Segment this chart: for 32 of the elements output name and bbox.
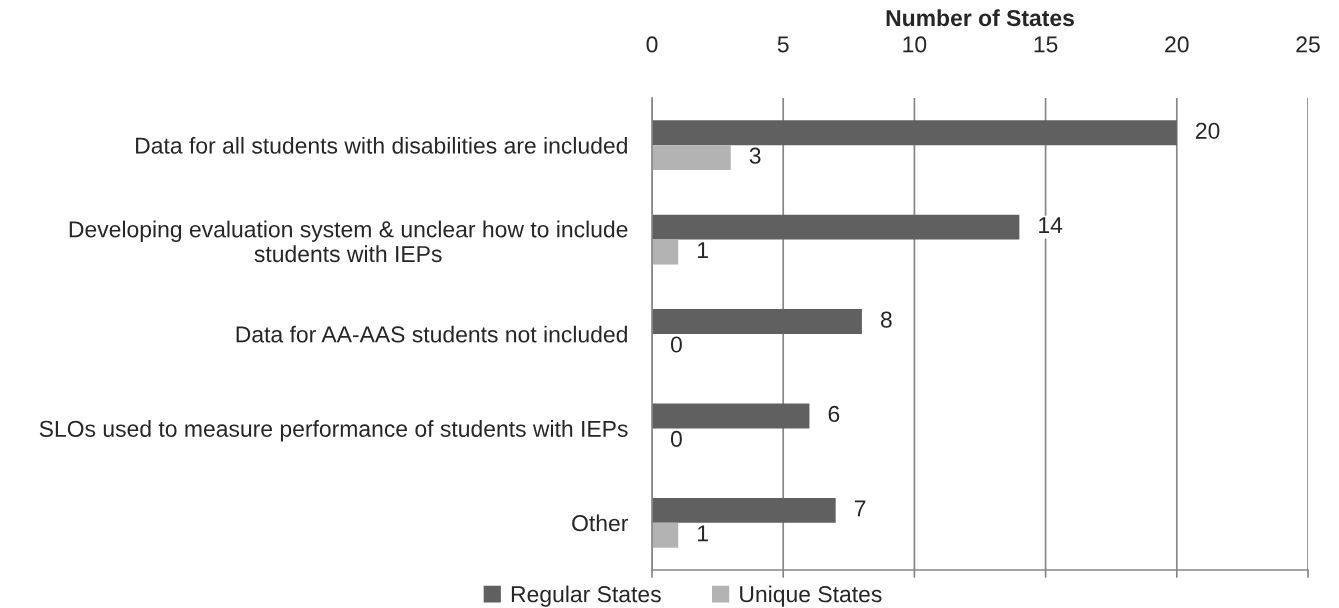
legend-label: Regular States bbox=[511, 585, 661, 607]
y-tick-label: Other bbox=[572, 514, 629, 532]
data-label: 7 bbox=[854, 500, 866, 517]
x-tick-label: 5 bbox=[777, 36, 789, 53]
data-label: 1 bbox=[698, 525, 708, 542]
data-label: 8 bbox=[880, 311, 892, 328]
bar bbox=[652, 120, 1177, 146]
bar bbox=[652, 522, 679, 548]
data-label: 0 bbox=[670, 430, 682, 448]
data-label: 20 bbox=[1196, 122, 1220, 139]
y-tick-label: Developing evaluation system & unclear how to include students with IEPs bbox=[69, 220, 628, 263]
y-tick-label: Data for AA-AAS students not included bbox=[236, 325, 627, 343]
bar bbox=[652, 239, 679, 265]
data-label: 1 bbox=[698, 242, 708, 258]
legend-label: Unique States bbox=[740, 585, 882, 607]
bar bbox=[652, 309, 862, 334]
bar bbox=[652, 497, 836, 523]
bar bbox=[652, 145, 731, 171]
x-tick-label: 25 bbox=[1296, 36, 1320, 53]
x-tick-label: 15 bbox=[1034, 36, 1058, 53]
bar bbox=[652, 403, 810, 429]
y-tick-label: SLOs used to measure performance of students with IEPs bbox=[39, 420, 628, 442]
data-label: 0 bbox=[670, 336, 682, 353]
y-tick-label: Data for all students with disabilities are included bbox=[136, 136, 627, 154]
x-tick-label: 20 bbox=[1165, 36, 1189, 53]
data-label: 6 bbox=[828, 405, 840, 423]
x-axis-title: Number of States bbox=[886, 9, 1074, 27]
data-label: 14 bbox=[1039, 217, 1063, 234]
x-tick-label: 10 bbox=[903, 36, 927, 53]
x-tick-label: 0 bbox=[646, 36, 658, 53]
bar bbox=[652, 214, 1020, 240]
data-label: 3 bbox=[749, 147, 761, 164]
